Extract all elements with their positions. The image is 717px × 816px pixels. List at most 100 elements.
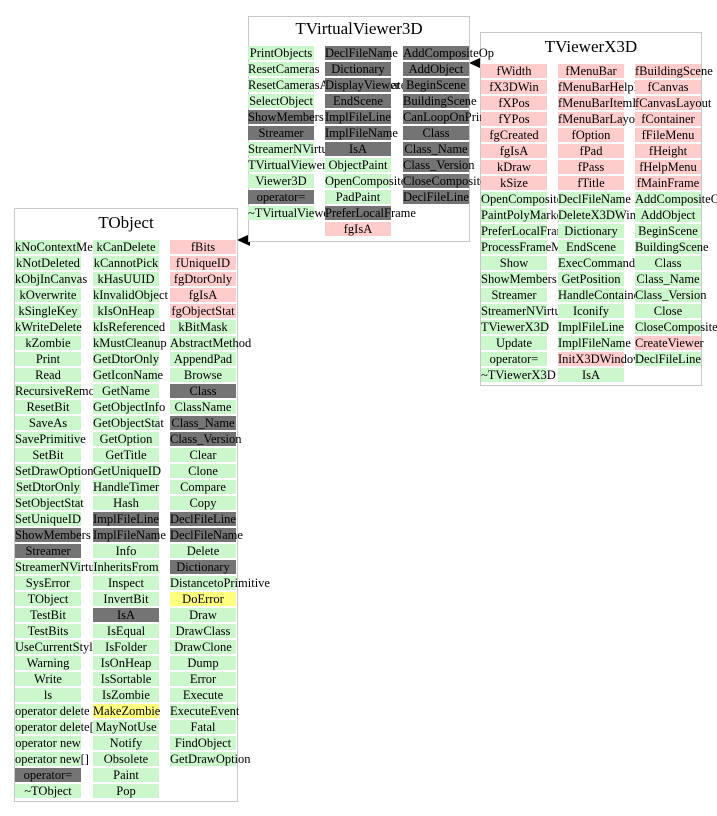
member-label: ResetBit: [26, 400, 70, 414]
member-label: fXPos: [498, 96, 530, 110]
member-label: OpenComposite: [481, 192, 563, 206]
member-label: Info: [115, 544, 137, 558]
member-label: kDraw: [496, 160, 531, 174]
member-label: Close: [653, 304, 683, 318]
member-label: IsA: [581, 368, 601, 382]
member-label: kZombie: [25, 336, 71, 350]
member-tviewerx3d-streamernvirtual: StreamerNVirtual: [481, 304, 570, 318]
member-label: operator new: [15, 736, 81, 750]
member-label: AddObject: [408, 62, 464, 76]
member-label: IsEqual: [106, 624, 146, 638]
member-tobject-draw: Draw: [170, 608, 236, 622]
member-label: Update: [495, 336, 533, 350]
member-label: GetDtorOnly: [93, 352, 159, 366]
member-label: PadPaint: [335, 190, 381, 204]
member-tobject-compare: Compare: [170, 480, 236, 494]
member-label: PreferLocalFrame: [325, 206, 416, 220]
member-label: Error: [189, 672, 217, 686]
member-tobject-kcandelete: kCanDelete: [93, 240, 159, 254]
member-tviewerx3d-class: Class: [635, 256, 701, 270]
member-label: GetName: [102, 384, 150, 398]
member-tviewerx3d-fmainframe: fMainFrame: [635, 176, 701, 190]
member-tobject-appendpad: AppendPad: [170, 352, 236, 366]
member-tobject-dictionary: Dictionary: [170, 560, 236, 574]
member-tviewerx3d-fbuildingscene: fBuildingScene: [635, 64, 713, 78]
member-tviewerx3d-fheight: fHeight: [635, 144, 701, 158]
member-label: CreateViewer: [635, 336, 704, 350]
member-tviewerx3d-fcontainer: fContainer: [635, 112, 701, 126]
member-tviewerx3d-createviewer: CreateViewer: [635, 336, 704, 350]
member-tvirtualviewer3d-implfilename: ImplFileName: [325, 126, 398, 140]
member-label: operator new[]: [15, 752, 89, 766]
member-tobject-fatal: Fatal: [170, 720, 236, 734]
member-label: AbstractMethod: [170, 336, 252, 350]
member-tviewerx3d-fpass: fPass: [558, 160, 624, 174]
member-tobject-notify: Notify: [93, 736, 159, 750]
member-tvirtualviewer3d-tvirtualviewer3d: TVirtualViewer3D: [248, 158, 342, 172]
member-tobject-invertbit: InvertBit: [93, 592, 159, 606]
member-label: ~TVirtualViewer3D: [248, 206, 349, 220]
member-label: Class: [654, 256, 682, 270]
member-label: SetUniqueID: [15, 512, 81, 526]
member-label: fWidth: [496, 64, 532, 78]
member-label: Class: [189, 384, 217, 398]
member-tobject-ksinglekey: kSingleKey: [15, 304, 81, 318]
member-label: Hash: [113, 496, 139, 510]
member-label: InheritsFrom: [93, 560, 159, 574]
member-label: ShowMembers: [15, 528, 91, 542]
member-label: TestBit: [30, 608, 66, 622]
member-label: operator=: [256, 190, 306, 204]
member-tviewerx3d-fmenubar: fMenuBar: [558, 64, 624, 78]
member-tvirtualviewer3d-viewer3d: Viewer3D: [248, 174, 314, 188]
member-tvirtualviewer3d-class: Class: [403, 126, 469, 140]
member-tvirtualviewer3d-implfileline: ImplFileLine: [325, 110, 391, 124]
member-tvirtualviewer3d-buildingscene: BuildingScene: [403, 94, 477, 108]
member-tobject-execute: Execute: [170, 688, 236, 702]
member-label: DistancetoPrimitive: [170, 576, 270, 590]
member-tobject-setuniqueid: SetUniqueID: [15, 512, 81, 526]
member-label: ShowMembers: [481, 272, 557, 286]
member-label: Streamer: [491, 288, 537, 302]
member-tobject-implfilename: ImplFileName: [93, 528, 166, 542]
member-tobject-makezombie: MakeZombie: [93, 704, 161, 718]
member-label: Paint: [113, 768, 139, 782]
member-label: MayNotUse: [95, 720, 157, 734]
member-tobject-distancetoprimitive: DistancetoPrimitive: [170, 576, 270, 590]
member-label: ImplFileName: [325, 126, 398, 140]
member-label: BuildingScene: [635, 240, 709, 254]
member-tviewerx3d-initx3dwindow: InitX3DWindow: [558, 352, 642, 366]
member-label: kObjInCanvas: [15, 272, 88, 286]
member-label: StreamerNVirtual: [481, 304, 570, 318]
member-tobject-tobject: ~TObject: [15, 784, 81, 798]
member-label: GetIconName: [93, 368, 164, 382]
member-tvirtualviewer3d-canlooponprimitives: CanLoopOnPrimitives: [403, 110, 516, 124]
member-label: AppendPad: [173, 352, 233, 366]
member-tvirtualviewer3d-resetcameras: ResetCameras: [248, 62, 320, 76]
member-label: GetObjectInfo: [93, 400, 166, 414]
member-label: MakeZombie: [93, 704, 161, 718]
member-tobject-class-version: Class_Version: [170, 432, 242, 446]
member-label: Delete: [186, 544, 220, 558]
member-tviewerx3d-fwidth: fWidth: [481, 64, 547, 78]
member-label: Class: [422, 126, 450, 140]
member-tvirtualviewer3d-endscene: EndScene: [325, 94, 391, 108]
member-label: InitX3DWindow: [558, 352, 643, 366]
member-tobject-drawclone: DrawClone: [170, 640, 236, 654]
member-label: fgCreated: [489, 128, 539, 142]
member-tviewerx3d-update: Update: [481, 336, 547, 350]
member-label: kInvalidObject: [93, 288, 168, 302]
member-label: IsZombie: [102, 688, 150, 702]
member-label: DeclFileLine: [170, 512, 236, 526]
member-tviewerx3d-class-version: Class_Version: [635, 288, 707, 302]
member-label: fCanvasLayout: [635, 96, 712, 110]
member-tviewerx3d-fcanvas: fCanvas: [635, 80, 701, 94]
member-tobject-isa: IsA: [93, 608, 159, 622]
member-label: BeginScene: [406, 78, 466, 92]
member-label: Clone: [188, 464, 218, 478]
member-tviewerx3d-kdraw: kDraw: [481, 160, 547, 174]
member-tvirtualviewer3d-selectobject: SelectObject: [248, 94, 314, 108]
member-tobject-tobject: TObject: [15, 592, 81, 606]
member-label: fgIsA: [343, 222, 373, 236]
member-tvirtualviewer3d-resetcamerasafternextupdate: ResetCamerasAfterNextUpdate: [248, 78, 406, 92]
